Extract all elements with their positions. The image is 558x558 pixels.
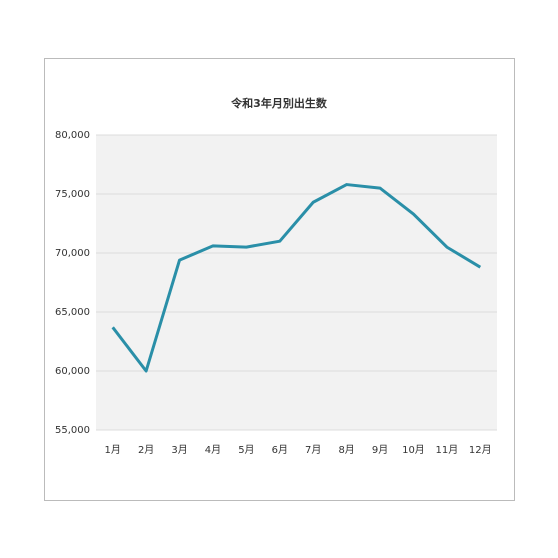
y-tick-label: 80,000	[55, 130, 90, 141]
chart-title: 令和3年月別出生数	[230, 96, 328, 110]
x-tick-label: 1月	[105, 444, 121, 456]
x-tick-label: 10月	[402, 444, 425, 456]
y-tick-label: 65,000	[55, 307, 90, 318]
x-tick-label: 3月	[171, 444, 187, 456]
x-tick-label: 7月	[305, 444, 321, 456]
x-tick-label: 4月	[205, 444, 221, 456]
plot-area	[96, 135, 497, 430]
x-tick-label: 11月	[436, 444, 459, 456]
y-tick-label: 70,000	[55, 248, 90, 259]
data-line	[111, 183, 482, 373]
y-tick-label: 60,000	[55, 366, 90, 377]
x-tick-label: 12月	[469, 444, 492, 456]
y-tick-label: 75,000	[55, 189, 90, 200]
y-tick-label: 55,000	[55, 425, 90, 436]
x-tick-label: 8月	[338, 444, 354, 456]
x-tick-label: 2月	[138, 444, 154, 456]
x-tick-label: 6月	[272, 444, 288, 456]
x-tick-label: 9月	[372, 444, 388, 456]
x-tick-label: 5月	[238, 444, 254, 456]
